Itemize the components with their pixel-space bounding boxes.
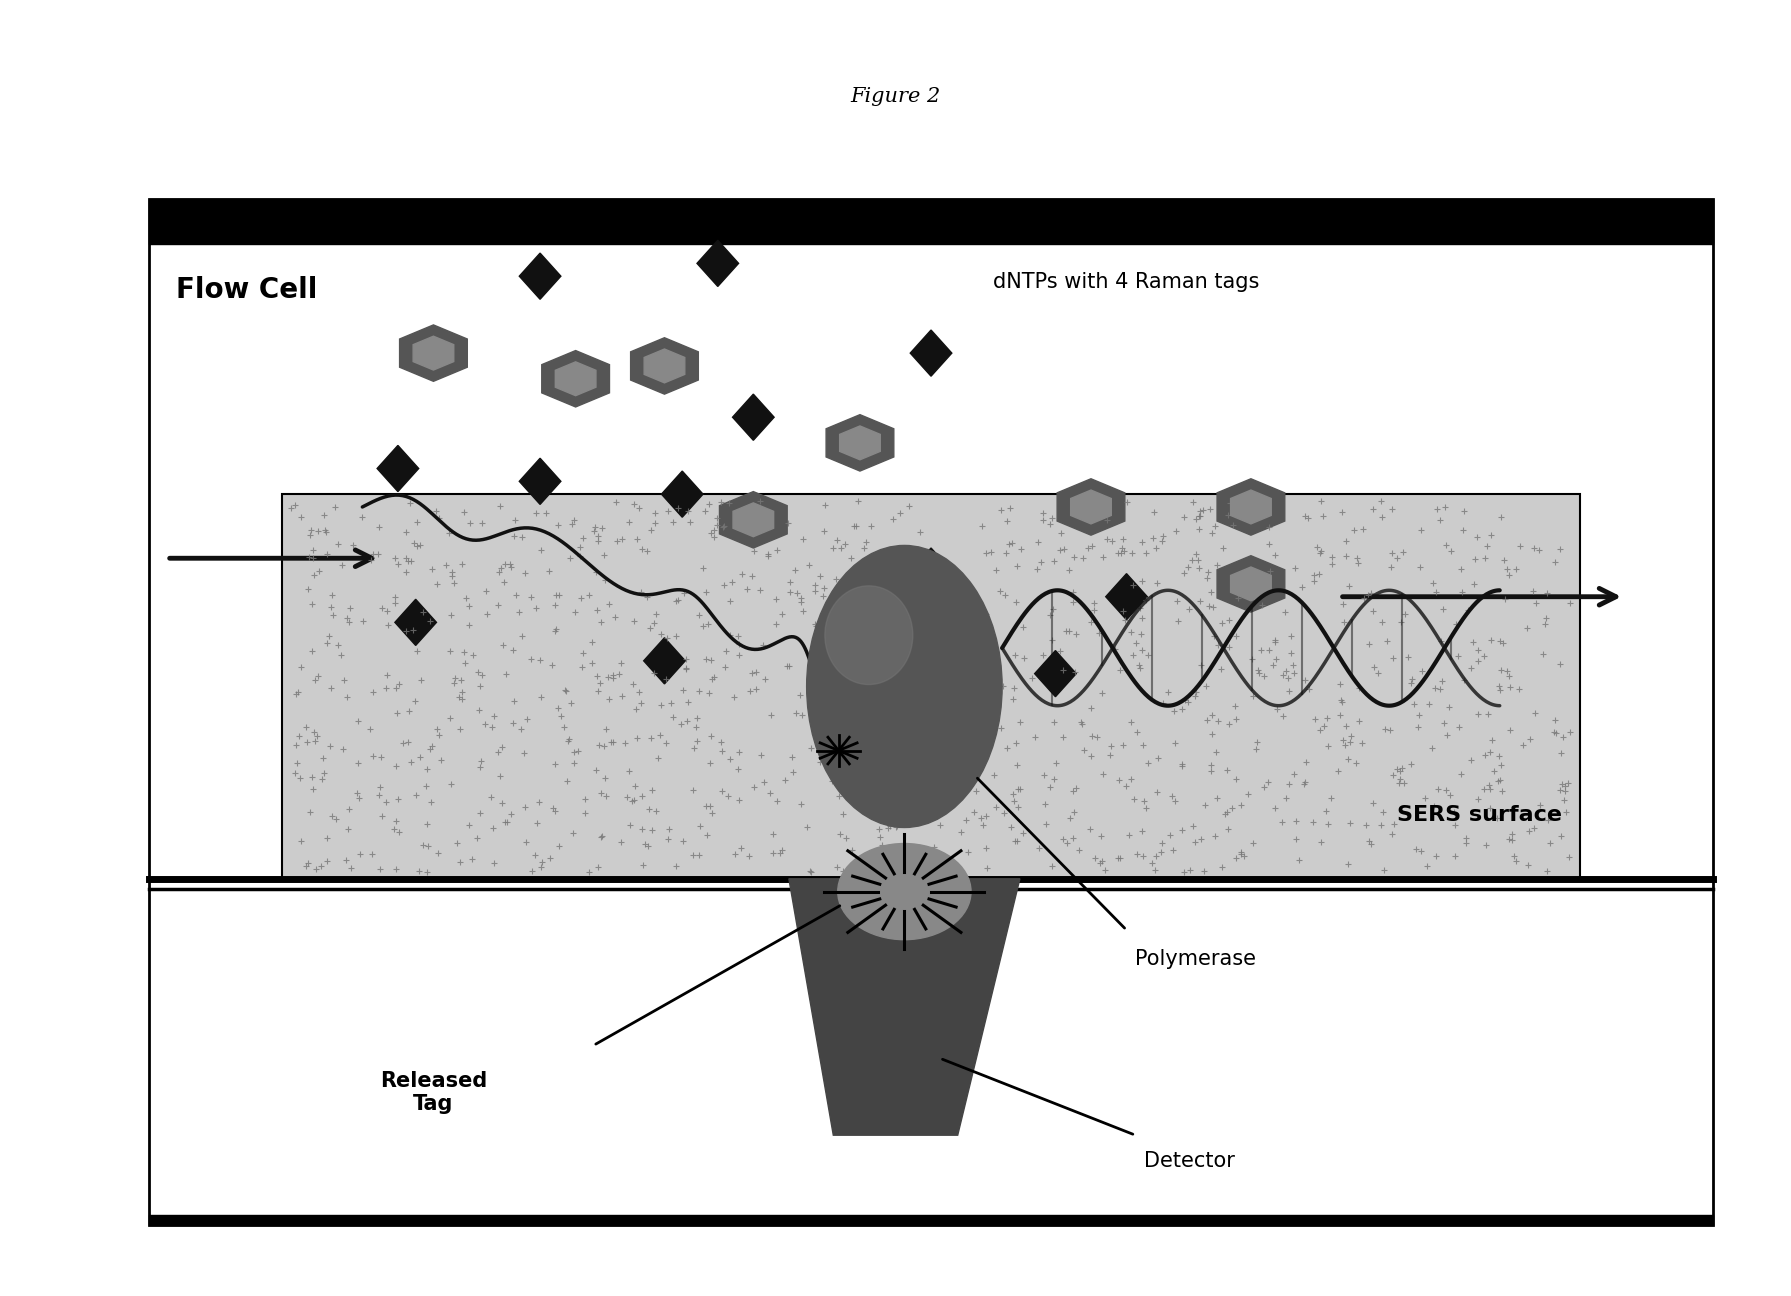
Polygon shape: [697, 240, 738, 286]
Polygon shape: [856, 638, 899, 684]
Polygon shape: [519, 459, 561, 504]
Polygon shape: [1057, 478, 1125, 535]
Polygon shape: [910, 330, 951, 376]
Ellipse shape: [806, 546, 1003, 827]
Text: Detector: Detector: [1144, 1151, 1236, 1170]
Polygon shape: [378, 446, 419, 491]
Polygon shape: [1218, 556, 1284, 612]
Polygon shape: [394, 599, 437, 645]
Polygon shape: [541, 350, 609, 407]
Polygon shape: [720, 491, 788, 548]
Text: Flow Cell: Flow Cell: [176, 276, 317, 305]
Text: Polymerase: Polymerase: [1135, 949, 1257, 969]
Polygon shape: [661, 470, 704, 517]
Polygon shape: [630, 338, 698, 394]
Polygon shape: [1230, 490, 1272, 524]
Polygon shape: [826, 415, 894, 470]
Polygon shape: [840, 426, 879, 460]
Text: dNTPs with 4 Raman tags: dNTPs with 4 Raman tags: [994, 272, 1259, 293]
Polygon shape: [519, 253, 561, 299]
Text: Figure 2: Figure 2: [851, 87, 940, 106]
Polygon shape: [555, 362, 596, 395]
Polygon shape: [910, 548, 951, 594]
Polygon shape: [1071, 490, 1110, 524]
Bar: [149, 200, 1712, 1225]
Polygon shape: [1035, 651, 1076, 697]
Text: SERS surface: SERS surface: [1397, 805, 1562, 824]
Polygon shape: [788, 879, 1019, 1135]
Polygon shape: [643, 638, 686, 684]
Polygon shape: [733, 503, 774, 537]
Polygon shape: [1105, 574, 1148, 619]
Polygon shape: [733, 394, 774, 441]
Circle shape: [838, 844, 971, 940]
Polygon shape: [645, 349, 684, 382]
Bar: [149, 200, 1712, 244]
Text: Released
Tag: Released Tag: [380, 1070, 487, 1115]
Polygon shape: [1218, 478, 1284, 535]
Polygon shape: [1230, 566, 1272, 601]
Polygon shape: [399, 325, 467, 381]
Polygon shape: [414, 336, 453, 371]
Bar: [283, 494, 1580, 879]
Ellipse shape: [826, 586, 913, 684]
Bar: [149, 1214, 1712, 1225]
